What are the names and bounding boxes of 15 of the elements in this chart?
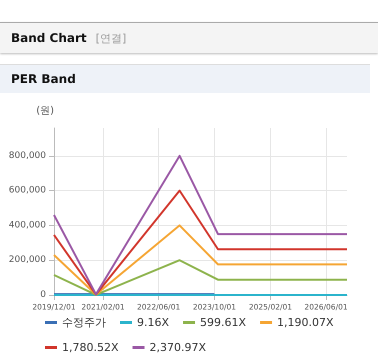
legend-label: 수정주가 bbox=[62, 316, 106, 329]
y-tick-label: 200,000 bbox=[8, 255, 46, 266]
y-tick-label: 800,000 bbox=[8, 150, 46, 161]
legend-label: 9.16X bbox=[137, 316, 170, 329]
y-tick-label: 0 bbox=[40, 290, 46, 300]
legend-label: 599.61X bbox=[200, 316, 247, 329]
chart-title: Band Chart bbox=[11, 31, 87, 45]
y-axis-title: (원) bbox=[36, 106, 54, 116]
legend-label: 1,780.52X bbox=[62, 341, 119, 354]
y-tick-label: 400,000 bbox=[8, 220, 46, 230]
legend-label: 1,190.07X bbox=[277, 316, 334, 329]
legend-label: 2,370.97X bbox=[150, 341, 207, 354]
chart-subtitle: PER Band bbox=[11, 72, 76, 86]
text: [연결] bbox=[96, 30, 126, 46]
y-tick-label: 600,000 bbox=[8, 186, 46, 196]
